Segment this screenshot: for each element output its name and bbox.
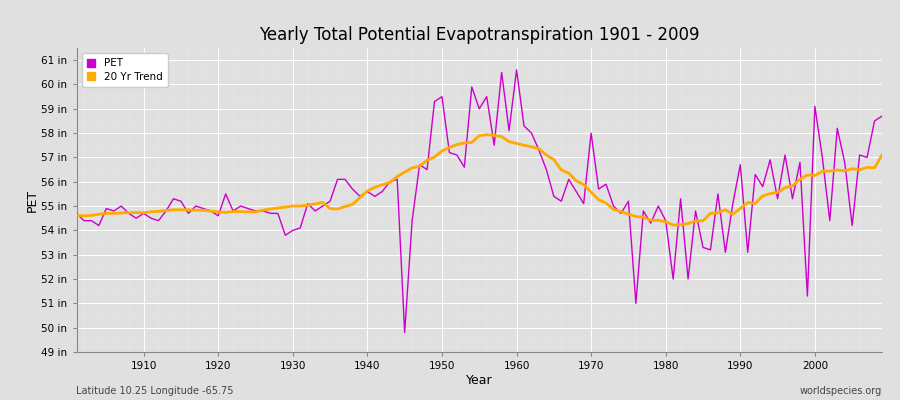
Text: Latitude 10.25 Longitude -65.75: Latitude 10.25 Longitude -65.75	[76, 386, 234, 396]
Y-axis label: PET: PET	[25, 188, 39, 212]
Title: Yearly Total Potential Evapotranspiration 1901 - 2009: Yearly Total Potential Evapotranspiratio…	[259, 26, 699, 44]
Legend: PET, 20 Yr Trend: PET, 20 Yr Trend	[82, 53, 167, 87]
Text: worldspecies.org: worldspecies.org	[800, 386, 882, 396]
X-axis label: Year: Year	[466, 374, 492, 387]
